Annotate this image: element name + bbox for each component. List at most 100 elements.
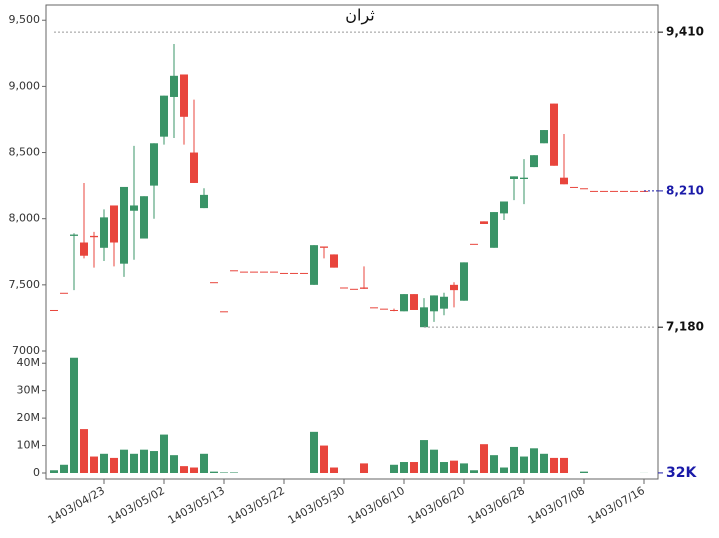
volume-bar (70, 357, 78, 473)
candle-body (200, 194, 208, 209)
volume-bar (200, 453, 208, 473)
volume-bar (560, 457, 568, 473)
candle-body (180, 74, 188, 117)
volume-bar (390, 464, 398, 473)
volume-tick-label: 40M (17, 356, 41, 369)
candle-body (340, 287, 348, 289)
volume-tick-label: 0 (33, 466, 40, 479)
volume-bar (130, 453, 138, 473)
volume-bar (50, 470, 58, 473)
volume-bar (110, 457, 118, 473)
candle-body (150, 143, 158, 186)
volume-tick-label: 10M (17, 439, 41, 452)
y-tick-label: 9,500 (9, 13, 41, 26)
volume-bar (80, 429, 88, 473)
volume-bar (360, 463, 368, 473)
volume-tick-label: 20M (17, 411, 41, 424)
candle-body (530, 155, 538, 168)
candle-body (370, 307, 378, 309)
candle-body (450, 284, 458, 291)
volume-bar (160, 434, 168, 473)
candle-body (550, 103, 558, 166)
candle-body (210, 282, 218, 284)
y-tick-label: 9,000 (9, 79, 41, 92)
candle-body (110, 205, 118, 243)
candle-body (470, 243, 478, 245)
y-tick-label: 8,000 (9, 212, 41, 225)
volume-bar (530, 448, 538, 473)
volume-bar (580, 471, 588, 473)
candle-body (580, 188, 588, 190)
chart-title: ثران (345, 6, 374, 26)
candle-body (100, 217, 108, 248)
candle-body (290, 272, 298, 274)
candle-body (600, 190, 608, 192)
candle-body (120, 186, 128, 264)
volume-bar (60, 464, 68, 473)
volume-bar (150, 451, 158, 473)
volume-bar (480, 444, 488, 473)
volume-bar (210, 471, 218, 473)
candle-body (390, 309, 398, 311)
candle-body (140, 196, 148, 239)
volume-bar (450, 460, 458, 473)
candle-body (60, 292, 68, 294)
candle-body (620, 190, 628, 192)
candle-body (440, 296, 448, 309)
candle-body (300, 272, 308, 274)
candle-body (50, 309, 58, 311)
candle-body (80, 242, 88, 256)
annotation-label: 7,180 (666, 320, 704, 334)
candle-body (460, 262, 468, 301)
candle-body (410, 294, 418, 310)
volume-bar (320, 445, 328, 473)
candle-body (510, 176, 518, 179)
volume-bar (180, 466, 188, 473)
volume-bar (460, 463, 468, 473)
volume-bar (540, 453, 548, 473)
y-tick-label: 7,500 (9, 278, 41, 291)
volume-bar (440, 462, 448, 473)
volume-bar (100, 453, 108, 473)
volume-bar (520, 456, 528, 473)
annotation-label: 8,210 (666, 183, 704, 197)
volume-bar (120, 449, 128, 473)
volume-bar (230, 472, 238, 473)
candle-body (280, 272, 288, 274)
y-tick-label: 8,500 (9, 146, 41, 159)
candle-body (630, 190, 638, 192)
candle-body (240, 271, 248, 273)
candle-body (250, 271, 258, 273)
volume-bar (220, 472, 228, 473)
candle-body (500, 201, 508, 214)
plot-frame (45, 4, 659, 480)
volume-bar (170, 455, 178, 473)
candle-body (490, 212, 498, 248)
candle-body (190, 152, 198, 183)
candle-body (570, 186, 578, 188)
candle-body (520, 177, 528, 179)
volume-bar (90, 456, 98, 473)
candle-body (430, 295, 438, 312)
volume-bar (510, 446, 518, 473)
candle-body (260, 271, 268, 273)
volume-bar (430, 449, 438, 473)
candle-body (70, 234, 78, 236)
candle-body (160, 95, 168, 137)
volume-bar (410, 462, 418, 473)
candle-body (590, 190, 598, 192)
volume-bar (140, 449, 148, 473)
volume-bar (190, 467, 198, 473)
volume-tick-label: 30M (17, 384, 41, 397)
candle-body (360, 287, 368, 289)
candle-body (350, 288, 358, 290)
candle-body (310, 245, 318, 285)
volume-bar (420, 440, 428, 473)
candle-body (130, 205, 138, 211)
candle-body (540, 130, 548, 144)
candle-body (480, 221, 488, 224)
candle-body (270, 271, 278, 273)
volume-bar (490, 455, 498, 473)
